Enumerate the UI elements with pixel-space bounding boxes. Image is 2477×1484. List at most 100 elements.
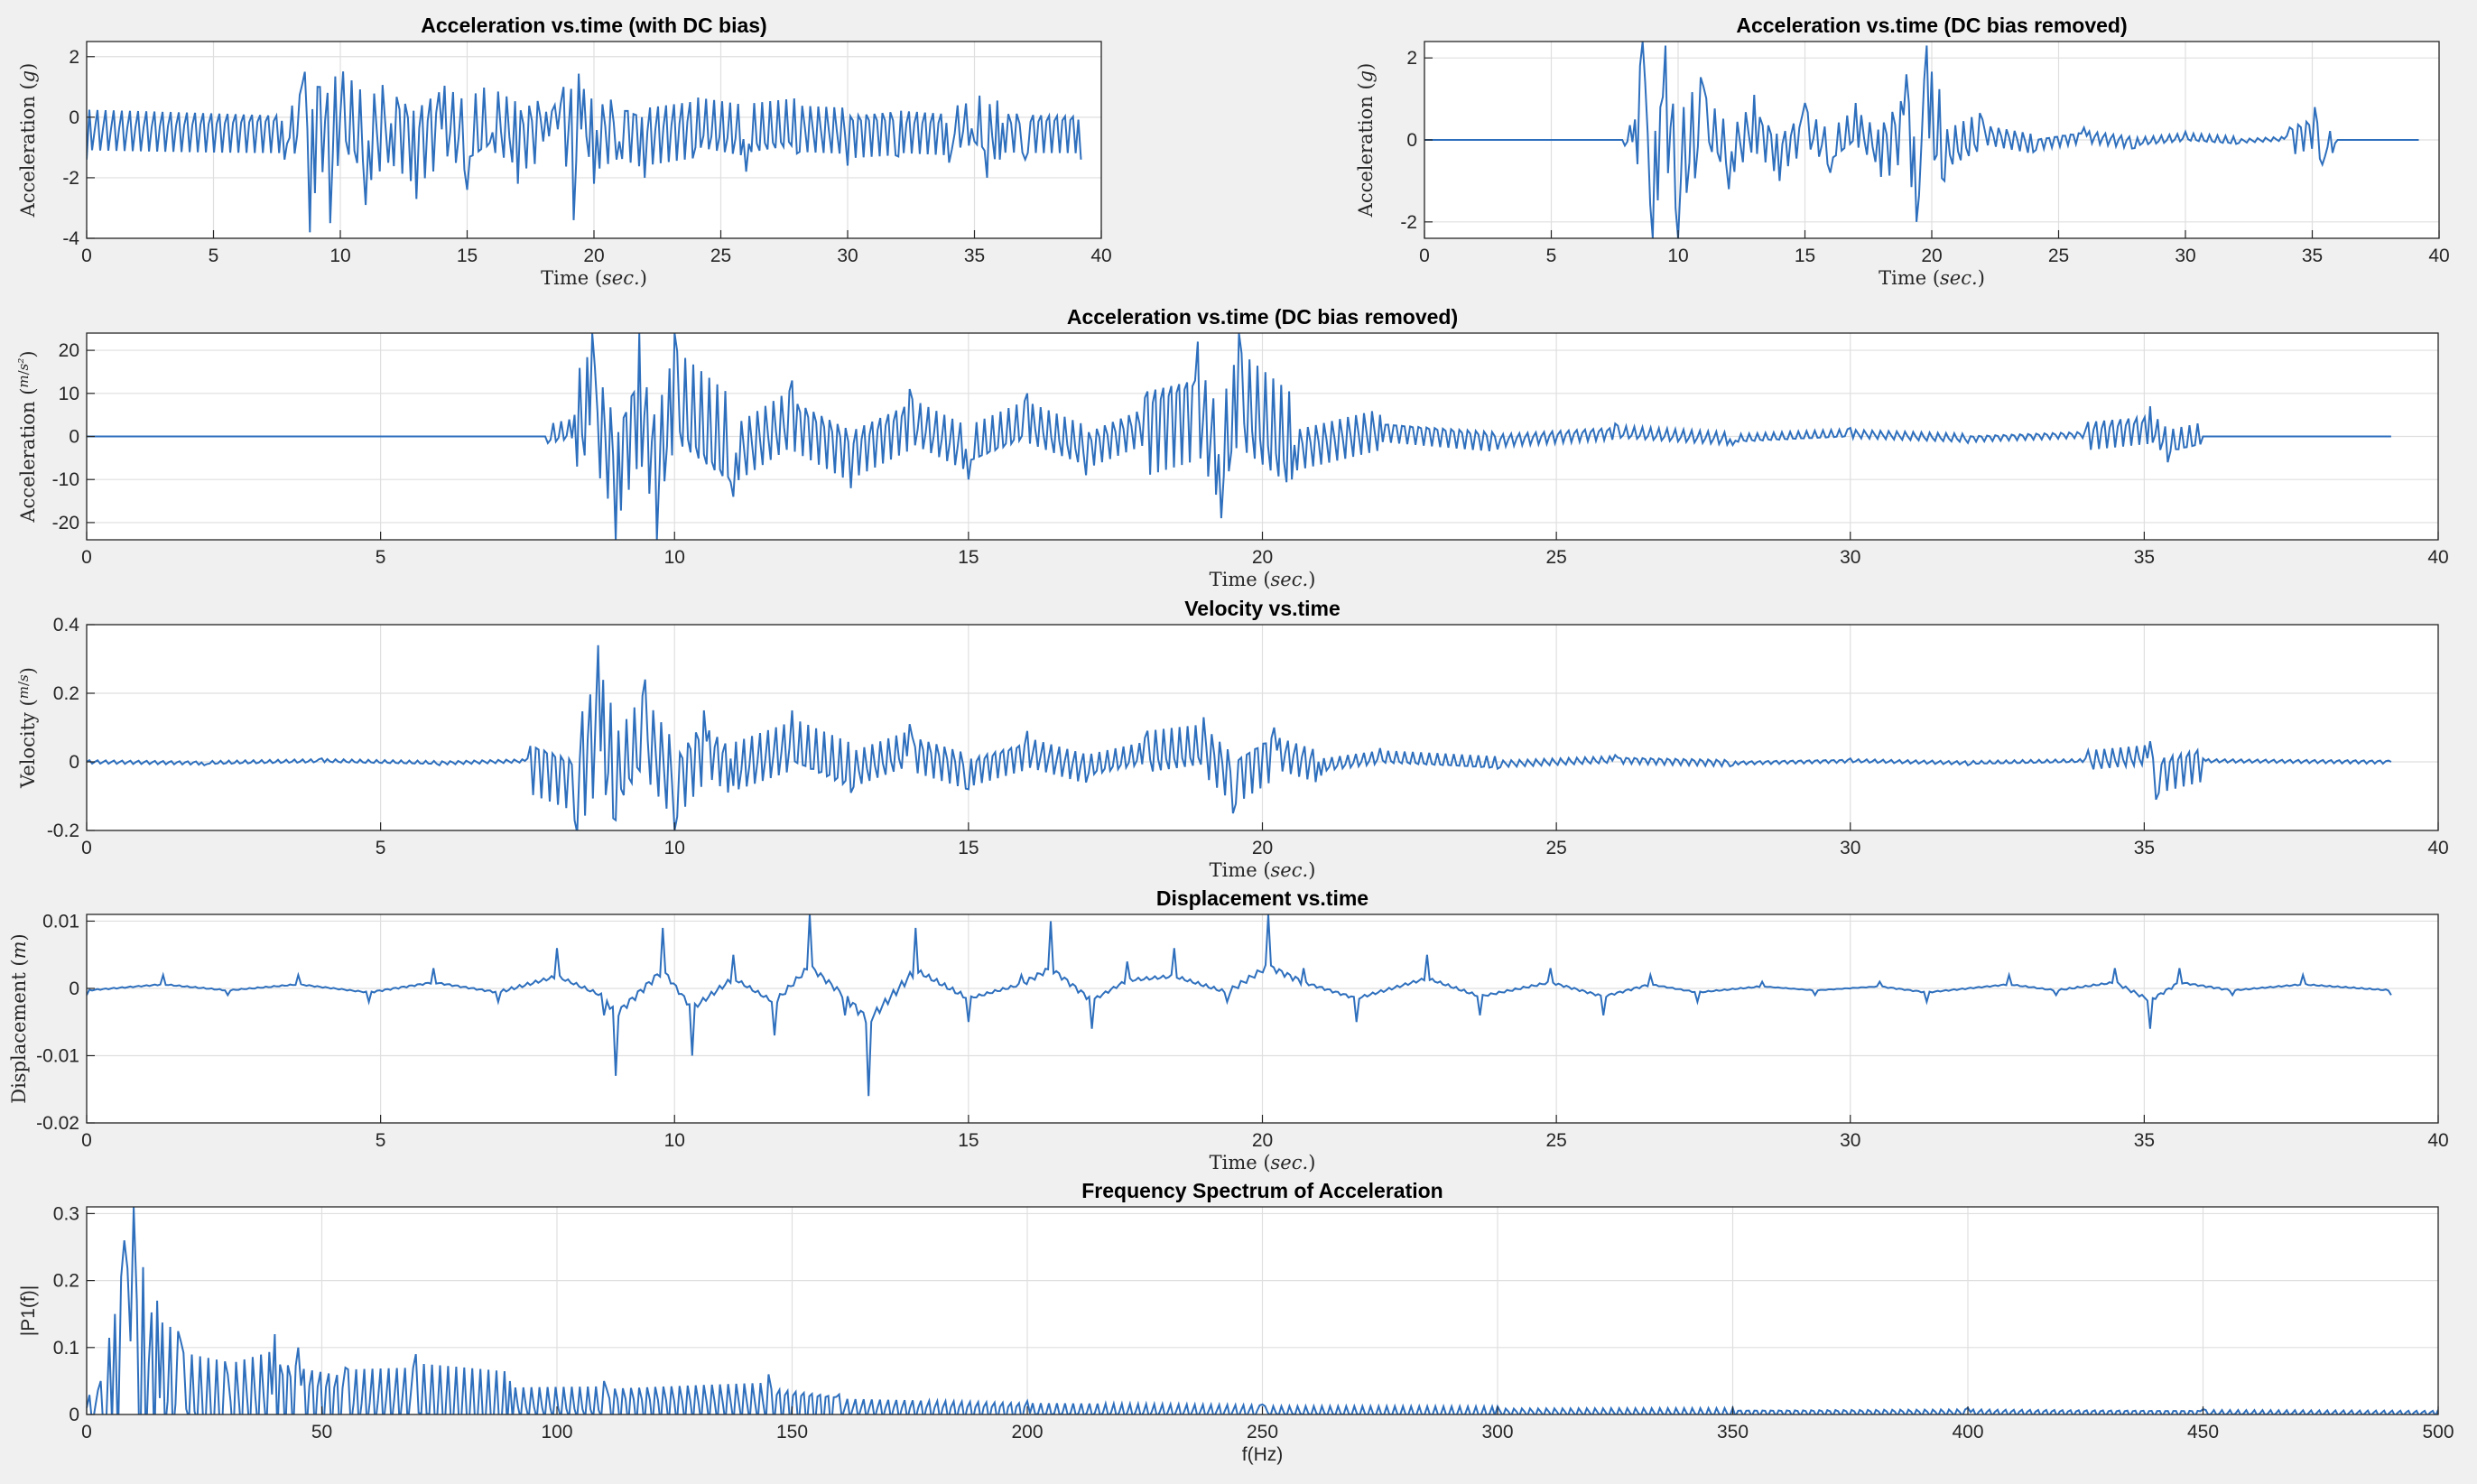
x-axis-label: Time (sec.) — [541, 267, 647, 289]
y-tick-label: 20 — [59, 340, 79, 361]
y-tick-label: -2 — [1400, 212, 1417, 233]
chart-disp: 0 5 10 15 20 25 30 35 40 -0.02 -0.01 0 0.01 Displacem… — [8, 886, 2449, 1173]
chart-title: Acceleration vs.time (DC bias removed) — [1736, 14, 2127, 37]
x-tick-label: 100 — [541, 1422, 572, 1442]
x-tick-label: 10 — [664, 838, 685, 858]
chart-spectrum: 0 50 100 150 200 250 300 350 400 450 500 0 0.1 0.2 0.3… — [18, 1179, 2454, 1465]
x-tick-label: 40 — [2428, 246, 2449, 266]
y-axis-label: Acceleration (g) — [1355, 63, 1377, 218]
chart-title: Acceleration vs.time (DC bias removed) — [1067, 305, 1458, 329]
x-tick-label: 25 — [2048, 246, 2069, 266]
chart-acc_ms2: 0 5 10 15 20 25 30 35 40 -20 -10 0 10 20 Acceleration … — [15, 305, 2449, 590]
y-tick-label: 10 — [59, 384, 79, 404]
x-tick-label: 10 — [329, 246, 350, 266]
x-tick-label: 15 — [1795, 246, 1815, 266]
series-line-acc_nodc_small — [1424, 42, 2419, 238]
x-tick-label: 0 — [81, 1422, 92, 1442]
x-tick-label: 200 — [1011, 1422, 1043, 1442]
x-tick-label: 0 — [81, 246, 92, 266]
x-tick-label: 20 — [1252, 838, 1273, 858]
y-tick-label: 2 — [1406, 48, 1417, 69]
y-tick-label: 0.4 — [53, 615, 80, 635]
x-tick-label: 40 — [2427, 1130, 2448, 1151]
x-tick-label: 300 — [1481, 1422, 1513, 1442]
x-axis-label: Time (sec.) — [1210, 859, 1316, 881]
x-tick-label: 25 — [1545, 547, 1566, 568]
x-tick-label: 20 — [1252, 547, 1273, 568]
y-tick-label: -2 — [62, 168, 79, 189]
y-axis-label: Acceleration (g) — [17, 63, 39, 218]
chart-title: Displacement vs.time — [1156, 886, 1368, 910]
x-tick-label: 5 — [376, 838, 386, 858]
x-tick-label: 40 — [2427, 547, 2448, 568]
x-tick-label: 0 — [81, 1130, 92, 1151]
y-tick-label: 0 — [1406, 130, 1417, 151]
y-tick-label: -10 — [52, 469, 79, 490]
x-axis-label: Time (sec.) — [1210, 1152, 1316, 1173]
x-tick-label: 30 — [1840, 547, 1860, 568]
x-tick-label: 400 — [1952, 1422, 1983, 1442]
x-tick-label: 25 — [1545, 1130, 1566, 1151]
x-tick-label: 5 — [1546, 246, 1557, 266]
x-tick-label: 30 — [837, 246, 858, 266]
x-axis-label: Time (sec.) — [1210, 569, 1316, 590]
x-axis-label: f(Hz) — [1242, 1444, 1284, 1465]
x-tick-label: 50 — [311, 1422, 332, 1442]
y-tick-label: -4 — [62, 228, 79, 249]
x-tick-label: 500 — [2422, 1422, 2454, 1442]
y-tick-label: 2 — [69, 47, 79, 68]
y-axis-label: Velocity (m/s) — [15, 667, 39, 789]
x-tick-label: 15 — [958, 547, 979, 568]
y-tick-label: -0.2 — [47, 821, 79, 841]
y-tick-label: 0.2 — [53, 1271, 79, 1292]
y-tick-label: 0 — [69, 979, 79, 999]
x-tick-label: 20 — [583, 246, 604, 266]
x-tick-label: 0 — [81, 547, 92, 568]
y-tick-label: -0.02 — [36, 1113, 79, 1134]
x-tick-label: 450 — [2187, 1422, 2219, 1442]
y-tick-label: 0 — [69, 752, 79, 773]
x-tick-label: 20 — [1252, 1130, 1273, 1151]
x-tick-label: 250 — [1247, 1422, 1278, 1442]
x-tick-label: 35 — [964, 246, 985, 266]
x-tick-label: 30 — [1840, 1130, 1860, 1151]
x-tick-label: 40 — [1090, 246, 1111, 266]
x-tick-label: 5 — [209, 246, 219, 266]
y-tick-label: -20 — [52, 513, 79, 533]
x-tick-label: 150 — [776, 1422, 808, 1442]
y-tick-label: 0 — [69, 1405, 79, 1425]
x-tick-label: 15 — [958, 1130, 979, 1151]
series-line-spectrum — [87, 1207, 2438, 1414]
x-tick-label: 35 — [2134, 838, 2155, 858]
y-axis-label: |P1(f)| — [18, 1285, 39, 1336]
x-tick-label: 10 — [1667, 246, 1688, 266]
x-tick-label: 5 — [376, 1130, 386, 1151]
y-tick-label: 0 — [69, 427, 79, 448]
y-tick-label: -0.01 — [36, 1045, 79, 1066]
y-tick-label: 0.2 — [53, 683, 79, 704]
x-tick-label: 10 — [664, 547, 685, 568]
x-axis-label: Time (sec.) — [1879, 267, 1985, 289]
x-tick-label: 40 — [2427, 838, 2448, 858]
x-tick-label: 20 — [1921, 246, 1942, 266]
y-tick-label: 0.01 — [42, 911, 79, 932]
x-tick-label: 0 — [1419, 246, 1430, 266]
x-tick-label: 5 — [376, 547, 386, 568]
x-tick-label: 25 — [710, 246, 731, 266]
series-line-acc_ms2 — [87, 333, 2391, 540]
chart-acc_dc: 0 5 10 15 20 25 30 35 40 -4 -2 0 2 Acceleration vs.ti… — [17, 14, 1112, 289]
x-tick-label: 30 — [2175, 246, 2195, 266]
chart-title: Acceleration vs.time (with DC bias) — [421, 14, 766, 37]
y-tick-label: 0.1 — [53, 1338, 79, 1359]
series-line-disp — [87, 914, 2392, 1097]
x-tick-label: 10 — [664, 1130, 685, 1151]
x-tick-label: 15 — [457, 246, 478, 266]
series-line-vel — [87, 645, 2392, 830]
x-tick-label: 35 — [2302, 246, 2323, 266]
y-axis-label: Displacement (m) — [8, 933, 30, 1104]
y-axis-label: Acceleration (m/s²) — [15, 350, 39, 523]
x-tick-label: 35 — [2134, 1130, 2155, 1151]
